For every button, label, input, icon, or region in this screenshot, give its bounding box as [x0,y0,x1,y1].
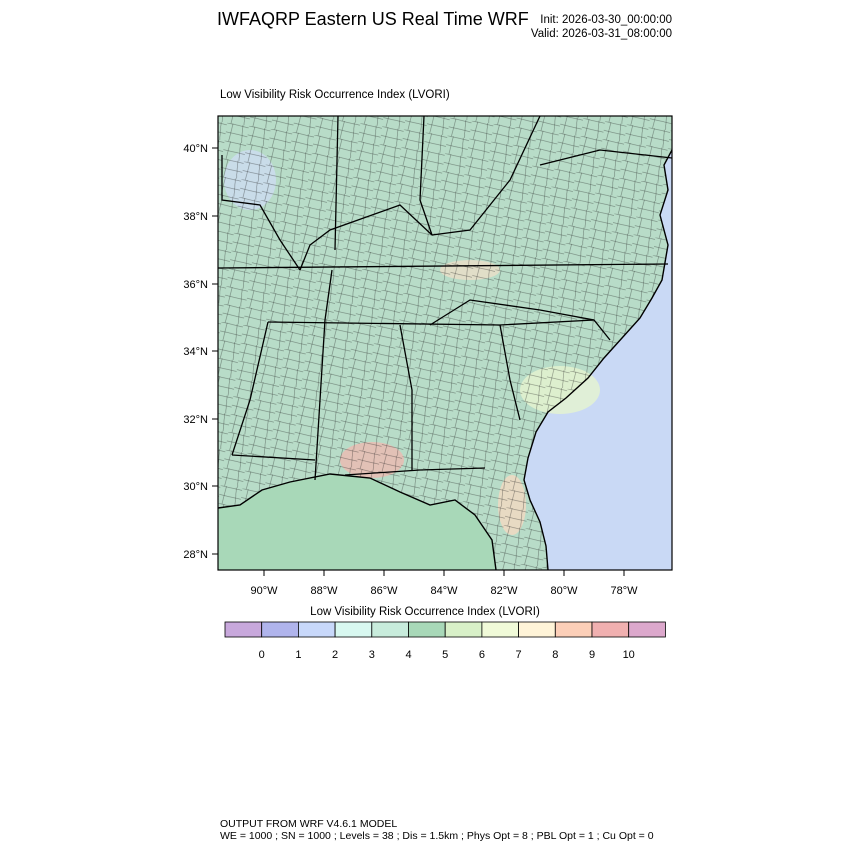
colorbar-label: 7 [516,649,522,661]
coastline [218,149,672,570]
lon-label: 90°W [250,585,278,597]
lon-ticks [263,570,625,576]
lon-label: 88°W [310,585,338,597]
lat-label: 36°N [183,279,208,291]
init-time: Init: 2026-03-30_00:00:00 [540,14,672,26]
colorbar-title: Low Visibility Risk Occurrence Index (LV… [310,606,540,618]
colorbar-swatch [334,621,373,638]
gulf-of-mexico [218,474,496,570]
valid-time: Valid: 2026-03-31_08:00:00 [530,28,672,40]
lat-label: 34°N [183,346,208,358]
colorbar [224,621,666,638]
colorbar-label: 3 [369,649,375,661]
lat-label: 32°N [183,414,208,426]
colorbar-label: 2 [332,649,338,661]
colorbar-label: 10 [623,649,635,661]
lat-label: 38°N [183,211,208,223]
lon-label: 82°W [490,585,518,597]
colorbar-label: 4 [405,649,411,661]
colorbar-label: 0 [259,649,265,661]
state-boundaries [218,116,672,481]
colorbar-swatch [481,621,519,638]
colorbar-labels: 0 1 2 3 4 5 6 7 8 9 10 [259,649,635,661]
lon-labels: 90°W 88°W 86°W 84°W 82°W 80°W 78°W [250,585,638,597]
colorbar-swatch [408,621,446,638]
lat-label: 28°N [183,549,208,561]
init-valid-times: Init: 2026-03-30_00:00:00 Valid: 2026-03… [531,13,672,41]
lat-label: 40°N [183,143,208,155]
lat-ticks [212,147,218,555]
colorbar-swatch [628,621,666,638]
colorbar-label: 5 [442,649,448,661]
colorbar-label: 8 [552,649,558,661]
field-subtitle: Low Visibility Risk Occurrence Index (LV… [220,89,450,101]
colorbar-swatch [591,621,630,638]
colorbar-label: 6 [479,649,485,661]
colorbar-swatch [518,621,556,638]
plot-title: IWFAQRP Eastern US Real Time WRF [217,9,529,29]
map-area [218,116,672,570]
model-settings: WE = 1000 ; SN = 1000 ; Levels = 38 ; Di… [220,830,654,842]
lat-label: 30°N [183,481,208,493]
colorbar-label: 9 [589,649,595,661]
colorbar-label: 1 [295,649,301,661]
colorbar-swatch [554,621,593,638]
lon-label: 78°W [610,585,638,597]
colorbar-swatch [224,621,263,638]
lon-label: 84°W [430,585,458,597]
lon-label: 80°W [550,585,578,597]
colorbar-swatch [371,621,409,638]
colorbar-swatch [444,621,483,638]
model-info-footer: OUTPUT FROM WRF V4.6.1 MODEL WE = 1000 ;… [220,818,654,842]
colorbar-swatch [261,621,299,638]
colorbar-swatch [297,621,336,638]
map-frame [217,115,673,571]
model-version: OUTPUT FROM WRF V4.6.1 MODEL [220,818,398,830]
lat-labels: 40°N 38°N 36°N 34°N 32°N 30°N 28°N [183,143,208,561]
lon-label: 86°W [370,585,398,597]
